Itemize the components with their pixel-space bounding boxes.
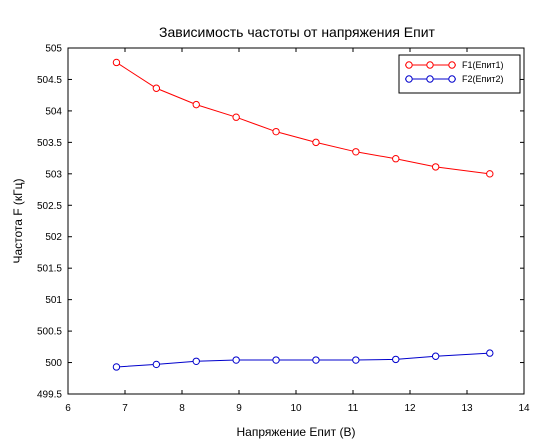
legend-marker [405,61,413,69]
legend-item: F2(Епит2) [405,74,504,84]
y-tick-label: 505 [45,44,62,55]
series-2 [112,349,494,371]
y-tick-label: 504 [45,106,62,117]
y-tick-label: 501.5 [37,264,62,275]
data-point [232,356,240,364]
data-point [192,100,200,109]
plot-area [67,47,525,395]
y-tick-label: 500 [45,358,62,369]
x-tick-label: 12 [404,403,416,414]
data-point [272,127,280,136]
data-point [431,163,440,171]
data-point [232,113,240,121]
data-point [486,349,494,357]
series-line [116,352,490,368]
series-layer [112,58,494,371]
data-point [112,58,121,67]
legend-marker [426,75,434,83]
y-tick-label: 504.5 [37,75,62,86]
legend-label: F1(Епит1) [462,60,504,70]
legend-marker [448,75,456,83]
legend: F1(Епит1) F2(Епит2) [398,54,521,94]
data-point [192,357,200,365]
data-point [272,356,280,364]
series-line [116,62,490,175]
y-tick-label: 501 [45,295,62,306]
data-point [431,352,440,360]
y-tick-label: 503.5 [37,138,62,149]
legend-marker [426,61,434,69]
data-point [352,356,360,364]
data-point [392,355,400,364]
x-tick-label: 6 [65,403,71,414]
legend-item: F1(Епит1) [405,60,504,70]
legend-marker [448,61,456,69]
y-tick-label: 499.5 [37,390,62,401]
data-point [392,155,400,163]
data-point [312,356,320,364]
series-1 [112,58,494,178]
legend-label: F2(Епит2) [462,74,504,84]
chart-title: Зависимость частоты от напряжения Епит [159,24,436,40]
x-tick-label: 8 [179,403,185,414]
data-point [152,84,161,92]
legend-box [398,54,521,94]
x-tick-label: 13 [461,403,473,414]
y-axis: 499.5 500 500.5 501 501.5 502 502.5 503 503.5 504… [37,44,524,401]
legend-marker [405,75,413,83]
x-tick-label: 9 [236,403,242,414]
data-point [112,363,121,371]
x-axis-label: Напряжение Епит (В) [237,425,356,439]
x-tick-label: 11 [348,403,359,414]
data-point [152,360,161,369]
y-axis-label: Частота F (кГц) [11,178,25,263]
data-point [312,138,320,147]
y-tick-label: 502.5 [37,201,62,212]
data-point [486,170,494,178]
x-tick-label: 14 [518,403,530,414]
x-tick-label: 10 [290,403,302,414]
y-tick-label: 502 [45,232,62,243]
x-axis: 6 7 8 9 10 11 12 13 14 [65,48,530,414]
y-tick-label: 503 [45,169,62,180]
y-tick-label: 500.5 [37,327,62,338]
x-tick-label: 7 [122,403,128,414]
data-point [352,148,360,156]
